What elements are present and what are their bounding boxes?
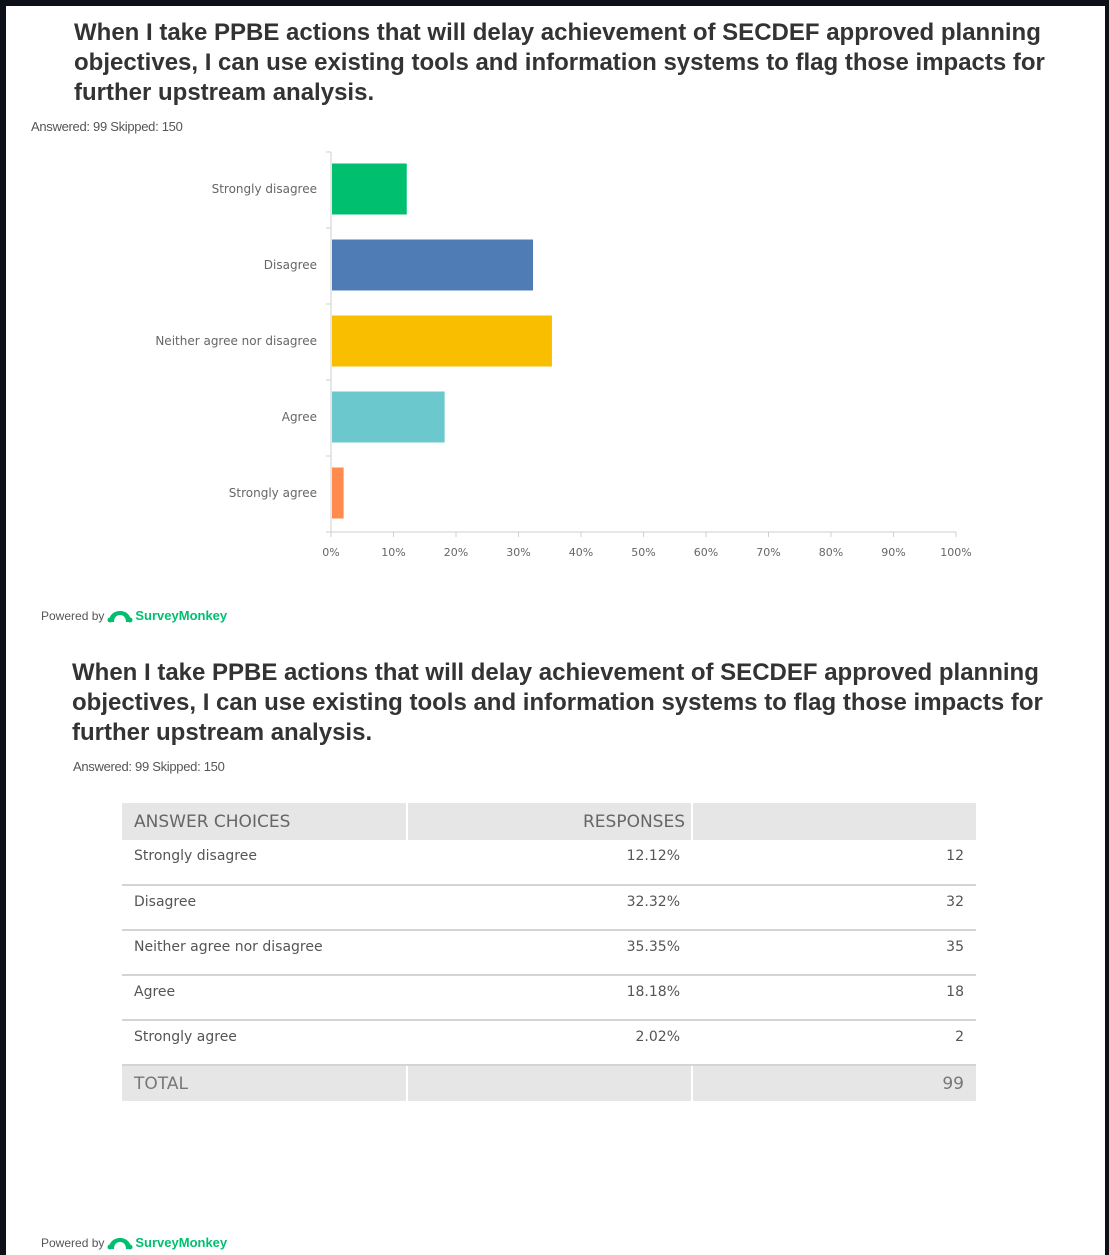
row-label: Agree: [122, 975, 407, 1021]
x-tick-label: 50%: [631, 546, 655, 559]
table-row: Strongly disagree 12.12% 12: [122, 840, 976, 886]
row-percent: 18.18%: [407, 975, 692, 1021]
row-percent: 35.35%: [407, 930, 692, 976]
row-count: 2: [692, 1020, 976, 1066]
powered-by-prefix: Powered by: [41, 609, 105, 623]
x-tick-label: 40%: [569, 546, 593, 559]
category-label: Strongly agree: [229, 486, 317, 500]
category-label: Disagree: [264, 258, 317, 272]
row-percent: 2.02%: [407, 1020, 692, 1066]
table-row: Strongly agree 2.02% 2: [122, 1020, 976, 1066]
powered-by-footer-2: Powered by SurveyMonkey: [41, 1235, 227, 1250]
surveymonkey-logo-icon: [107, 611, 133, 623]
powered-by-brand: SurveyMonkey: [135, 608, 228, 623]
bar-neither-agree-nor-disagree: [332, 315, 552, 367]
bar-strongly-agree: [332, 467, 344, 519]
row-percent: 12.12%: [407, 840, 692, 886]
x-tick-label: 30%: [506, 546, 530, 559]
total-label: TOTAL: [122, 1065, 407, 1101]
x-tick-label: 100%: [940, 546, 971, 559]
chart-question-title: When I take PPBE actions that will delay…: [74, 19, 1045, 106]
surveymonkey-logo-icon: [107, 1238, 133, 1250]
x-tick-label: 0%: [322, 546, 339, 559]
row-count: 32: [692, 885, 976, 931]
table-row: Neither agree nor disagree 35.35% 35: [122, 930, 976, 976]
x-tick-label: 80%: [819, 546, 843, 559]
row-count: 12: [692, 840, 976, 886]
x-tick-label: 20%: [444, 546, 468, 559]
responses-table: ANSWER CHOICES RESPONSES Strongly disagr…: [122, 803, 976, 1101]
survey-report-page: When I take PPBE actions that will delay…: [6, 6, 1105, 1255]
row-count: 18: [692, 975, 976, 1021]
powered-by-prefix: Powered by: [41, 1236, 105, 1250]
bar-strongly-disagree: [332, 163, 407, 215]
x-tick-label: 90%: [881, 546, 905, 559]
table-question-title: When I take PPBE actions that will delay…: [72, 659, 1043, 746]
bar-disagree: [332, 239, 533, 291]
total-value: 99: [692, 1065, 976, 1101]
row-label: Neither agree nor disagree: [122, 930, 407, 976]
category-label: Strongly disagree: [212, 182, 317, 196]
bar-agree: [332, 391, 445, 443]
bar-chart-svg: Strongly disagree Disagree Neither agree n…: [155, 151, 972, 559]
category-label: Agree: [282, 410, 317, 424]
row-label: Strongly agree: [122, 1020, 407, 1066]
table-row: Agree 18.18% 18: [122, 975, 976, 1021]
answer-choices-header: ANSWER CHOICES: [122, 803, 407, 840]
table-row: Disagree 32.32% 32: [122, 885, 976, 931]
bar-chart: Strongly disagree Disagree Neither agree n…: [6, 146, 1105, 586]
row-label: Disagree: [122, 885, 407, 931]
x-tick-label: 10%: [381, 546, 405, 559]
x-tick-label: 60%: [694, 546, 718, 559]
table-total-row: TOTAL 99: [122, 1065, 976, 1101]
count-header: [691, 803, 976, 840]
x-tick-label: 70%: [756, 546, 780, 559]
table-answered-skipped: Answered: 99 Skipped: 150: [73, 759, 225, 774]
row-label: Strongly disagree: [122, 840, 407, 886]
total-spacer: [406, 1065, 693, 1101]
powered-by-footer-1: Powered by SurveyMonkey: [41, 608, 227, 623]
table-header-row: ANSWER CHOICES RESPONSES: [122, 803, 976, 840]
responses-header: RESPONSES: [406, 803, 692, 840]
row-count: 35: [692, 930, 976, 976]
chart-answered-skipped: Answered: 99 Skipped: 150: [31, 119, 183, 134]
category-label: Neither agree nor disagree: [155, 334, 317, 348]
row-percent: 32.32%: [407, 885, 692, 931]
powered-by-brand: SurveyMonkey: [135, 1235, 228, 1250]
